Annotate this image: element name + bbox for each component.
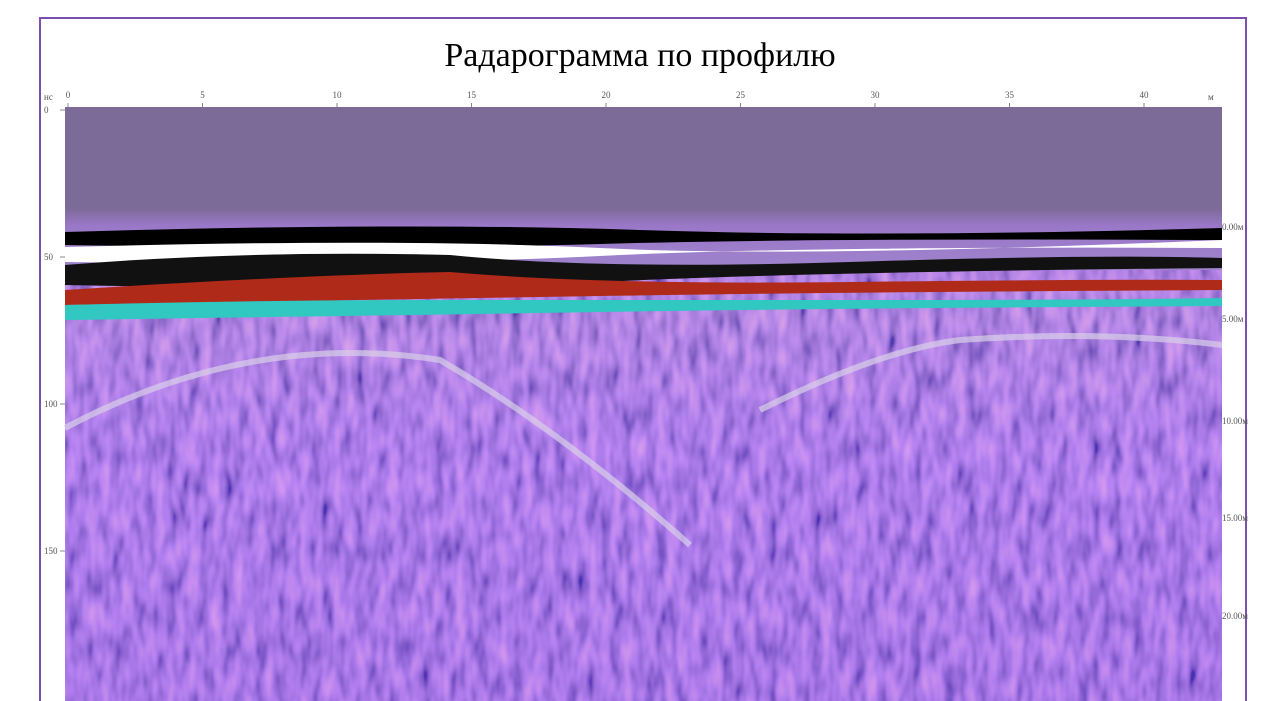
radargram [65,107,1222,701]
x-tick-label: 20 [602,90,612,100]
x-tick-label: 30 [871,90,881,100]
depth-tick-label: 10.00м [1222,416,1248,426]
x-tick-label: 35 [1005,90,1015,100]
x-tick-label: 15 [467,90,477,100]
title: Радарограмма по профилю [444,37,835,74]
x-unit: м [1208,92,1214,102]
figure: Радарограмма по профилю нс м 0 5 10 15 20 25 30 3… [0,0,1266,701]
y-tick-label: 100 [44,399,58,409]
x-tick-label: 10 [333,90,343,100]
x-tick-label: 40 [1140,90,1150,100]
depth-tick-label: 5.00м [1222,314,1244,324]
depth-tick-label: 15.00м [1222,513,1248,523]
depth-tick-label: 20.00м [1222,611,1248,621]
x-tick-label: 25 [736,90,746,100]
depth-tick-label: 0.00м [1222,222,1244,232]
y-tick-label: 50 [44,252,54,262]
x-tick-label: 0 [66,90,71,100]
y-tick-label: 0 [44,105,49,115]
y-unit: нс [44,92,53,102]
y-tick-label: 150 [44,546,58,556]
x-tick-label: 5 [200,90,205,100]
